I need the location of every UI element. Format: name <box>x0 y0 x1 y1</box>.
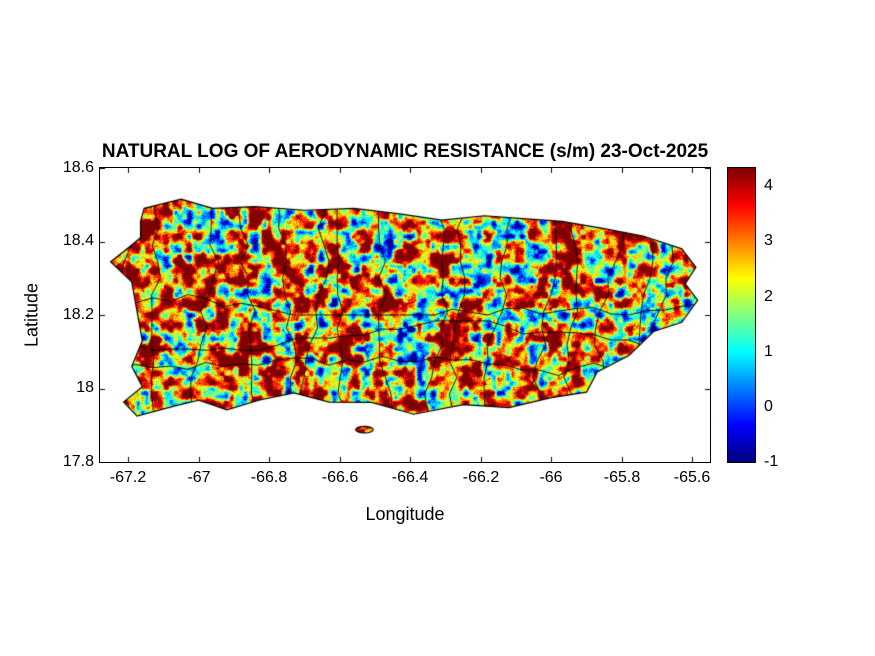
colorbar <box>727 167 756 463</box>
y-tick-label: 18.6 <box>62 159 94 176</box>
colorbar-tick-label: 0 <box>764 398 773 415</box>
heatmap-canvas <box>100 168 710 462</box>
colorbar-canvas <box>728 168 755 462</box>
x-tick-label: -66.6 <box>321 469 359 486</box>
x-tick-label: -66.2 <box>462 469 500 486</box>
y-tick-label: 18 <box>76 379 94 396</box>
colorbar-tick-label: 4 <box>764 177 773 194</box>
colorbar-tick-label: -1 <box>764 453 779 470</box>
plot-area <box>99 167 711 463</box>
x-tick-label: -65.6 <box>673 469 711 486</box>
colorbar-tick-label: 3 <box>764 232 773 249</box>
colorbar-tick-label: 1 <box>764 343 773 360</box>
x-tick-label: -67.2 <box>109 469 147 486</box>
y-tick-label: 18.4 <box>62 232 94 249</box>
x-tick-label: -66.4 <box>391 469 429 486</box>
figure-title: NATURAL LOG OF AERODYNAMIC RESISTANCE (s… <box>101 141 709 162</box>
x-tick-label: -66 <box>539 469 563 486</box>
y-tick-label: 18.2 <box>62 306 94 323</box>
x-tick-label: -66.8 <box>250 469 288 486</box>
y-tick-label: 17.8 <box>62 453 94 470</box>
colorbar-tick-label: 2 <box>764 288 773 305</box>
x-tick-label: -65.8 <box>603 469 641 486</box>
x-tick-label: -67 <box>187 469 211 486</box>
x-axis-label: Longitude <box>365 504 445 524</box>
